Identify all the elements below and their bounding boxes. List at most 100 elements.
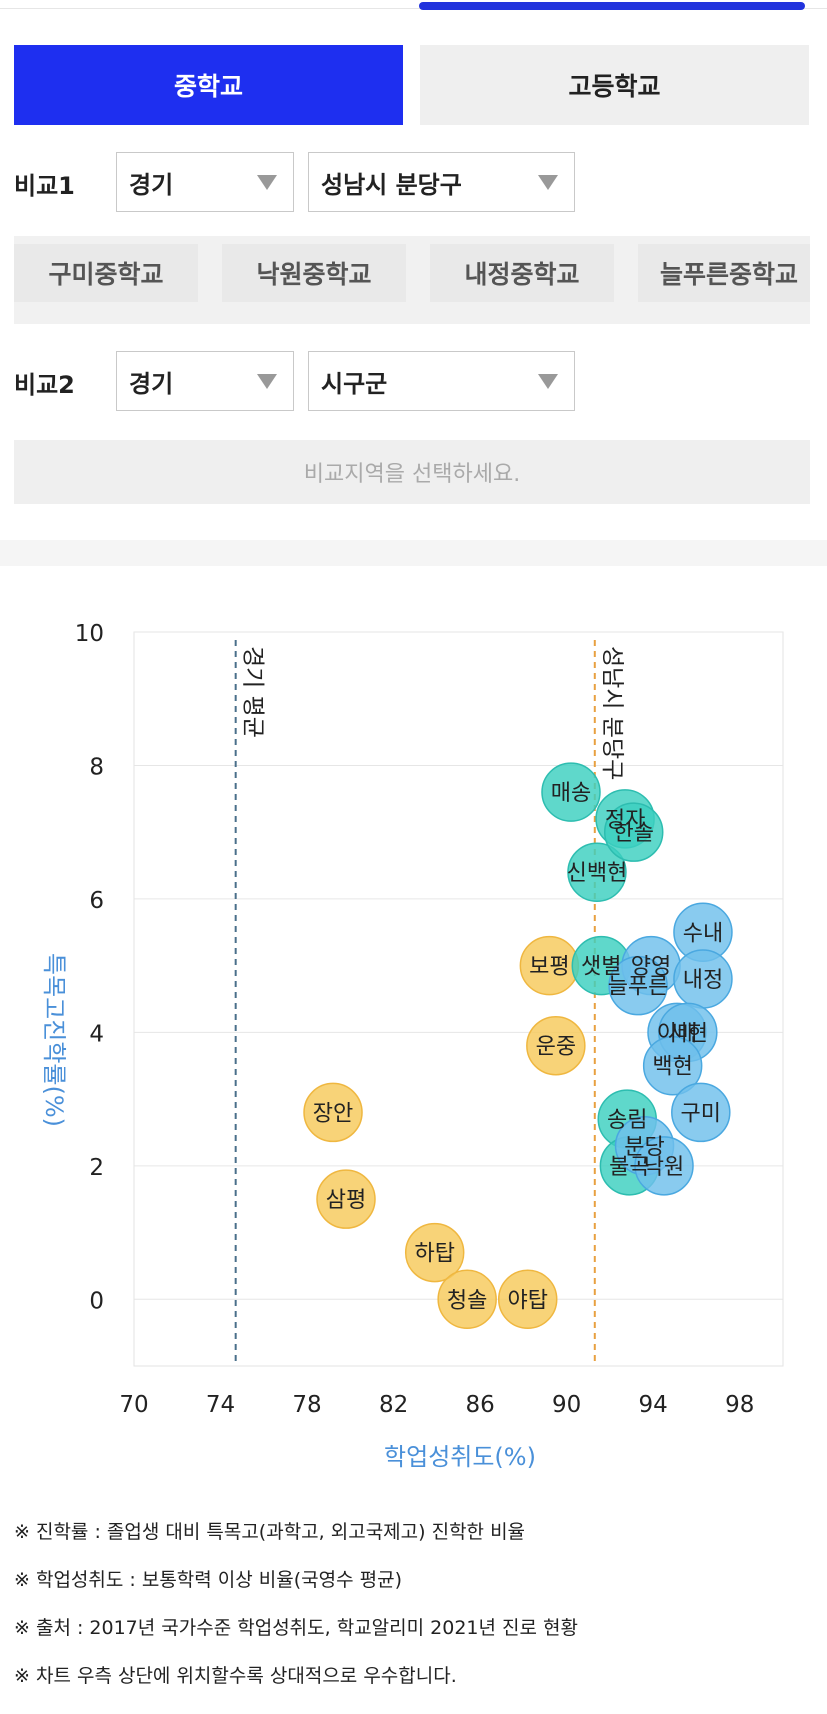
- dropdown-arrow-icon: [538, 175, 558, 190]
- compare2-province-select[interactable]: 경기: [116, 351, 294, 411]
- data-point-bubble: [608, 955, 668, 1016]
- compare1-province-select[interactable]: 경기: [116, 152, 294, 212]
- compare2-district-select[interactable]: 시구군: [308, 351, 575, 411]
- x-tick-label: 70: [119, 1392, 148, 1418]
- school-chip[interactable]: 낙원중학교: [222, 244, 406, 302]
- tab-high-school[interactable]: 고등학교: [420, 45, 809, 125]
- dropdown-arrow-icon: [257, 175, 277, 190]
- data-point-label: 청솔: [447, 1288, 487, 1313]
- dropdown-arrow-icon: [257, 374, 277, 389]
- footnote: ※ 진학률 : 졸업생 대비 특목고(과학고, 외고국제고) 진학한 비율: [14, 1521, 526, 1543]
- data-point[interactable]: [634, 1136, 694, 1196]
- y-tick-label: 2: [89, 1155, 104, 1181]
- data-point[interactable]: [497, 1269, 558, 1330]
- data-point-label: 신백현: [567, 861, 628, 886]
- data-point-label: 분당: [624, 1135, 664, 1160]
- data-point[interactable]: [567, 842, 627, 902]
- data-point-label: 하탑: [414, 1242, 454, 1267]
- data-point-label: 매송: [551, 781, 591, 806]
- x-tick-label: 82: [379, 1392, 408, 1418]
- top-tab-indicator-bar: [0, 0, 827, 10]
- x-axis-label: 학업성취도(%): [384, 1443, 536, 1471]
- data-point[interactable]: [603, 802, 664, 862]
- data-point-bubble: [437, 1269, 497, 1330]
- data-point-label: 장안: [313, 1101, 353, 1126]
- data-point[interactable]: [671, 1082, 731, 1143]
- data-point-label: 샛별: [581, 955, 621, 980]
- data-point-bubble: [404, 1222, 465, 1283]
- data-point[interactable]: [404, 1222, 465, 1283]
- data-point-label: 불곡: [609, 1155, 649, 1180]
- school-chip-list: 구미중학교 낙원중학교 내정중학교 늘푸른중학교: [14, 236, 810, 324]
- x-tick-label: 98: [725, 1392, 754, 1418]
- school-chip[interactable]: 내정중학교: [430, 244, 614, 302]
- data-point-label: 양영: [631, 955, 671, 980]
- reference-line-label: 경기 평균: [240, 646, 266, 738]
- data-point-label: 서현: [668, 1021, 708, 1046]
- data-point-bubble: [634, 1136, 694, 1196]
- reference-line-label: 성남시 분당구: [599, 646, 625, 780]
- data-point-label: 늘푸른: [608, 975, 669, 1000]
- data-point-label: 야탑: [507, 1288, 547, 1313]
- footnote: ※ 출처 : 2017년 국가수준 학업성취도, 학교알리미 2021년 진로 …: [14, 1617, 578, 1639]
- compare1-district-select[interactable]: 성남시 분당구: [308, 152, 575, 212]
- y-tick-label: 10: [75, 621, 104, 647]
- data-point[interactable]: [316, 1169, 376, 1229]
- data-point-label: 수내: [683, 921, 723, 946]
- data-point-label: 낙원: [644, 1155, 684, 1180]
- data-point[interactable]: [303, 1082, 363, 1143]
- data-point-bubble: [303, 1082, 363, 1143]
- reference-lines: 경기 평균 성남시 분당구: [234, 640, 625, 1366]
- compare2-label: 비교2: [14, 371, 75, 399]
- dropdown-arrow-icon: [538, 374, 558, 389]
- y-tick-label: 8: [89, 754, 104, 780]
- data-point[interactable]: [541, 762, 601, 822]
- data-point-label: 정자: [605, 808, 645, 833]
- top-divider-line: [0, 8, 827, 9]
- data-point-bubble: [642, 1035, 703, 1096]
- x-tick-label: 94: [639, 1392, 668, 1418]
- compare-region-placeholder[interactable]: 비교지역을 선택하세요.: [14, 440, 810, 504]
- section-divider: [0, 540, 827, 566]
- data-point-label: 보평: [529, 955, 569, 980]
- axis-ticks: 0 2 4 6 8 10 70 74 78 82 86 90 94 98: [75, 621, 755, 1418]
- y-axis-label: 특목고진학률(%): [40, 953, 68, 1127]
- data-point-label: 백현: [652, 1055, 692, 1080]
- y-tick-label: 6: [89, 888, 104, 914]
- active-tab-indicator: [419, 2, 805, 10]
- data-point-label: 구미: [681, 1101, 721, 1126]
- data-point-bubble: [497, 1269, 558, 1330]
- data-point-label: 운중: [536, 1035, 576, 1060]
- compare1-province-value: 경기: [129, 170, 174, 199]
- data-point-bubble: [671, 1082, 731, 1143]
- compare2-province-value: 경기: [129, 369, 174, 398]
- x-tick-label: 78: [292, 1392, 321, 1418]
- tab-middle-school[interactable]: 중학교: [14, 45, 403, 125]
- school-chip[interactable]: 구미중학교: [14, 244, 198, 302]
- compare1-district-value: 성남시 분당구: [321, 170, 462, 199]
- compare2-district-value: 시구군: [321, 369, 388, 398]
- data-point-label: 송림: [607, 1108, 647, 1133]
- school-level-tabs: 중학교 고등학교: [14, 45, 810, 125]
- data-point-bubble: [567, 842, 627, 902]
- x-tick-label: 86: [465, 1392, 494, 1418]
- data-point-bubble: [526, 1015, 586, 1076]
- data-point[interactable]: [526, 1015, 586, 1076]
- data-point-label: 내정: [683, 968, 723, 993]
- y-tick-label: 0: [89, 1288, 104, 1314]
- compare1-label: 비교1: [14, 172, 75, 200]
- data-point-label: 한솔: [613, 821, 653, 846]
- data-point[interactable]: [608, 955, 668, 1016]
- x-tick-label: 90: [552, 1392, 581, 1418]
- footnotes: ※ 진학률 : 졸업생 대비 특목고(과학고, 외고국제고) 진학한 비율 ※ …: [14, 1508, 814, 1700]
- data-point-bubble: [603, 802, 664, 862]
- data-point[interactable]: [642, 1035, 703, 1096]
- footnote: ※ 차트 우측 상단에 위치할수록 상대적으로 우수합니다.: [14, 1665, 457, 1687]
- data-point-bubble: [316, 1169, 376, 1229]
- school-chip[interactable]: 늘푸른중학교: [638, 244, 810, 302]
- y-tick-label: 4: [89, 1021, 104, 1047]
- x-tick-label: 74: [206, 1392, 235, 1418]
- data-point[interactable]: [437, 1269, 497, 1330]
